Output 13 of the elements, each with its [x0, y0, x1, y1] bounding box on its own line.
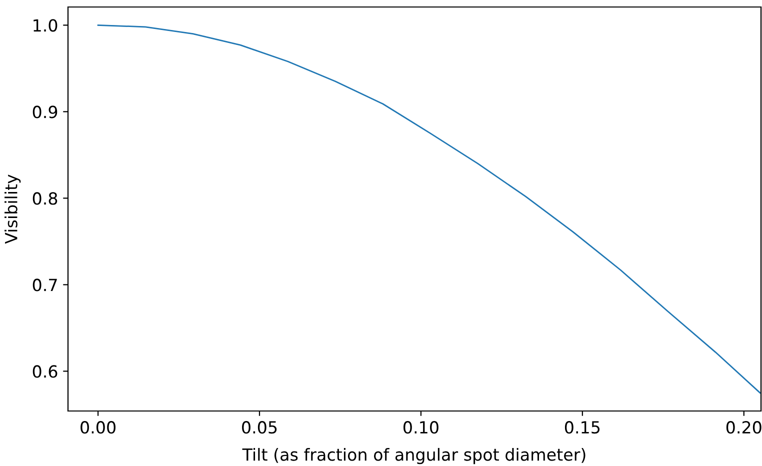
- y-tick-label: 0.6: [32, 365, 58, 378]
- y-tick-label: 0.7: [32, 278, 57, 292]
- y-tick-label: 0.9: [32, 106, 58, 118]
- y-tick-label: 0.8: [32, 192, 58, 205]
- x-tick-label: 0.15: [564, 421, 600, 434]
- y-tick-label: 1.0: [34, 19, 58, 32]
- y-axis-title: Visibility: [4, 174, 21, 244]
- x-tick-label: 0.10: [404, 421, 438, 434]
- x-tick-label: 0.05: [242, 421, 277, 434]
- x-tick-label: 0.00: [80, 421, 116, 434]
- line-series: [97, 24, 761, 394]
- x-axis-title: Tilt (as fraction of angular spot diameter): [242, 448, 586, 464]
- x-tick-label: 0.20: [726, 421, 762, 434]
